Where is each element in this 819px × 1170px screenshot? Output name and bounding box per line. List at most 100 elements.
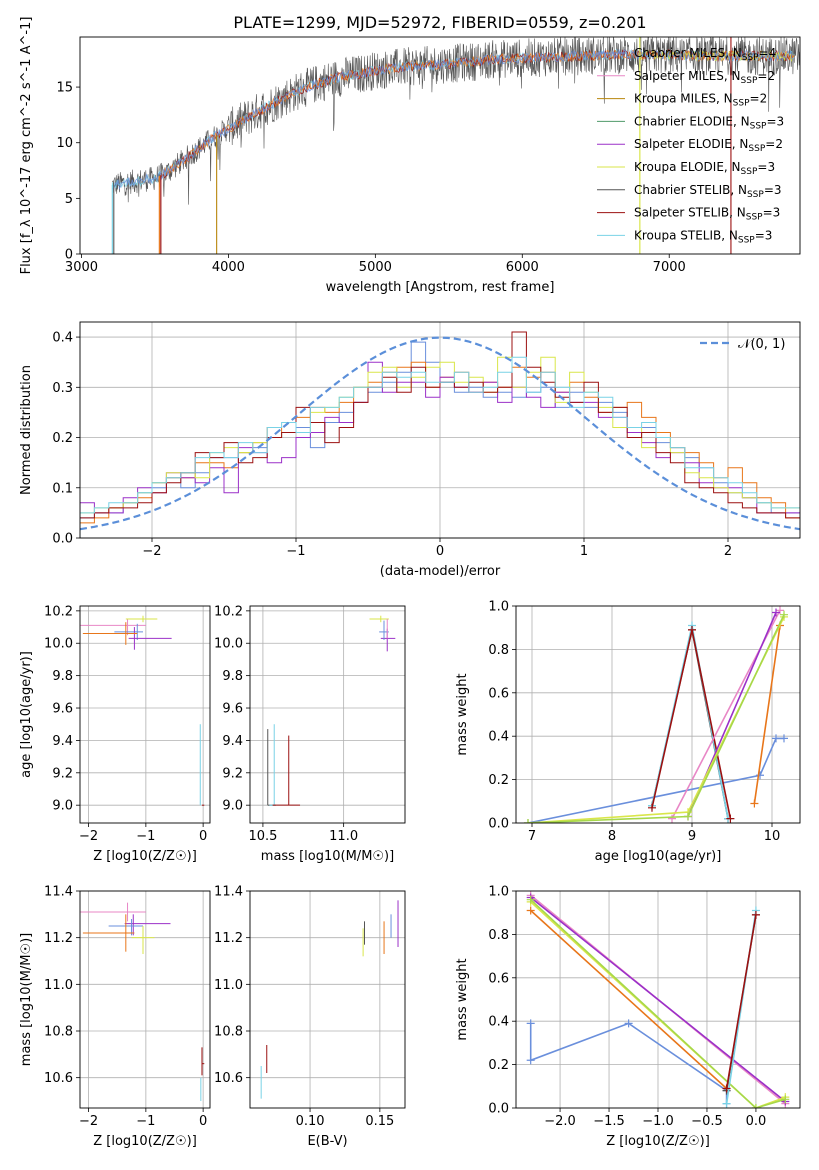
series-line bbox=[651, 629, 732, 819]
y-tick-label: 11.2 bbox=[44, 931, 73, 946]
legend-subscript: SSP bbox=[750, 121, 767, 131]
data-point-marker bbox=[526, 1019, 535, 1028]
age-vs-mass-panel: 10.5 11.0 9.0 9.2 9.4 9.6 9.8 10.0 10.2 mass [log… bbox=[214, 604, 406, 864]
y-tick-label: 0.8 bbox=[488, 928, 509, 943]
data-point-marker bbox=[750, 799, 759, 808]
legend-subscript: SSP bbox=[742, 53, 759, 63]
data-point-marker bbox=[751, 1104, 760, 1108]
mass-vs-ebv-panel: 0.10 0.15 10.6 10.8 11.0 11.2 11.4 E(B-V) bbox=[214, 885, 406, 1149]
axes-frame bbox=[249, 890, 406, 1109]
y-tick-label: 5 bbox=[65, 192, 73, 207]
x-axis-label: Z [log10(Z/Z☉)] bbox=[93, 849, 197, 864]
x-tick-label: −2 bbox=[79, 829, 98, 844]
histogram-step-line bbox=[80, 356, 800, 538]
legend-subscript: SSP bbox=[747, 190, 764, 200]
x-tick-label: 7000 bbox=[653, 260, 686, 275]
age-vs-Z-panel: −2 −1 0 9.0 9.2 9.4 9.6 9.8 10.0 10.2 Z [log10(Z/Z… bbox=[19, 604, 211, 864]
data-point-marker bbox=[722, 1099, 731, 1108]
x-axis-label: Z [log10(Z/Z☉)] bbox=[93, 1134, 197, 1149]
legend-subscript: SSP bbox=[741, 167, 758, 177]
series-line bbox=[527, 737, 784, 823]
legend-entry: Chabrier MILES, NSSP=4 bbox=[634, 46, 776, 63]
data-point-marker bbox=[688, 625, 696, 634]
legend-count: =4 bbox=[759, 46, 777, 60]
model-spectrum-line bbox=[160, 49, 794, 254]
x-tick-label: 7 bbox=[528, 829, 536, 844]
x-tick-label: 0 bbox=[199, 1114, 207, 1129]
data-point-marker bbox=[668, 814, 676, 823]
legend-count: =2 bbox=[757, 69, 775, 83]
histogram-step-line bbox=[80, 361, 800, 538]
mass-weight-vs-age-plot-area bbox=[524, 606, 788, 823]
x-tick-label: 3000 bbox=[65, 260, 98, 275]
x-tick-label: −2 bbox=[79, 1114, 98, 1129]
axes-frame bbox=[249, 605, 406, 824]
data-point-marker bbox=[780, 610, 788, 619]
y-tick-label: 10.6 bbox=[44, 1071, 73, 1086]
y-tick-label: 9.6 bbox=[52, 702, 73, 717]
y-tick-label: 9.8 bbox=[52, 669, 73, 684]
legend-count: =3 bbox=[764, 183, 782, 197]
legend-subscript: SSP bbox=[746, 213, 763, 223]
y-tick-label: 10.2 bbox=[214, 604, 243, 619]
y-tick-label: 15 bbox=[56, 81, 73, 96]
age-vs-mass-plot-area bbox=[267, 615, 396, 806]
data-point-marker bbox=[722, 1084, 731, 1093]
legend-count: =3 bbox=[757, 160, 775, 174]
x-tick-label: 4000 bbox=[212, 260, 245, 275]
y-tick-label: 10.0 bbox=[44, 637, 73, 652]
legend-entry: Kroupa MILES, NSSP=2 bbox=[634, 92, 767, 109]
legend-count: =3 bbox=[766, 114, 784, 128]
y-tick-label: 10.8 bbox=[44, 1025, 73, 1040]
y-tick-label: 9.2 bbox=[52, 766, 73, 781]
data-point-marker bbox=[780, 734, 788, 743]
legend: Chabrier MILES, NSSP=4 Salpeter MILES, NS… bbox=[597, 46, 784, 245]
gaussian-curve bbox=[80, 336, 800, 531]
legend-subscript: SSP bbox=[741, 76, 758, 86]
axes-frame bbox=[515, 890, 801, 1109]
x-tick-label: 0.15 bbox=[365, 1114, 394, 1129]
mass-vs-Z-plot-area bbox=[80, 902, 205, 1101]
legend-subscript: SSP bbox=[733, 99, 750, 109]
x-tick-label: −0.5 bbox=[691, 1114, 723, 1129]
x-tick-label: 6000 bbox=[506, 260, 539, 275]
data-point-marker bbox=[776, 606, 784, 615]
legend-entry: Chabrier ELODIE, NSSP=3 bbox=[634, 114, 784, 131]
data-point-marker bbox=[526, 906, 535, 915]
series-line bbox=[725, 914, 757, 1089]
y-tick-label: 9.8 bbox=[222, 669, 243, 684]
spectrum-plot-area bbox=[111, 37, 800, 254]
legend-count: =3 bbox=[763, 206, 781, 220]
x-tick-label: 5000 bbox=[359, 260, 392, 275]
x-tick-label: 8 bbox=[608, 829, 616, 844]
data-point-marker bbox=[751, 910, 760, 919]
mass-vs-ebv-plot-area bbox=[260, 900, 399, 1099]
y-axis-label: Normed distribution bbox=[19, 365, 34, 495]
x-tick-label: 0.10 bbox=[296, 1114, 325, 1129]
x-tick-label: 10.5 bbox=[248, 829, 277, 844]
legend-entry: Salpeter ELODIE, NSSP=2 bbox=[634, 137, 783, 154]
y-tick-label: 0.0 bbox=[52, 532, 73, 547]
series-line bbox=[530, 896, 786, 1103]
data-point-marker bbox=[524, 819, 532, 823]
x-axis-label: age [log10(age/yr)] bbox=[595, 849, 722, 864]
x-axis-label: E(B-V) bbox=[307, 1134, 347, 1149]
y-tick-label: 0.2 bbox=[488, 1058, 509, 1073]
y-tick-label: 10.8 bbox=[214, 1025, 243, 1040]
y-tick-label: 11.2 bbox=[214, 931, 243, 946]
y-tick-label: 9.6 bbox=[222, 702, 243, 717]
y-tick-label: 0.6 bbox=[488, 686, 509, 701]
x-tick-label: −1 bbox=[136, 829, 155, 844]
x-tick-label: −1 bbox=[286, 544, 305, 559]
y-tick-label: 0.8 bbox=[488, 643, 509, 658]
series-line bbox=[753, 625, 781, 804]
x-tick-label: −2.0 bbox=[544, 1114, 576, 1129]
y-tick-label: 10 bbox=[56, 136, 73, 151]
data-point-marker bbox=[648, 803, 656, 812]
y-tick-label: 1.0 bbox=[488, 885, 509, 900]
legend-count: =2 bbox=[765, 137, 783, 151]
data-point-marker bbox=[781, 1095, 790, 1104]
y-tick-label: 10.2 bbox=[44, 604, 73, 619]
y-tick-label: 0.2 bbox=[488, 773, 509, 788]
y-tick-label: 0.6 bbox=[488, 971, 509, 986]
